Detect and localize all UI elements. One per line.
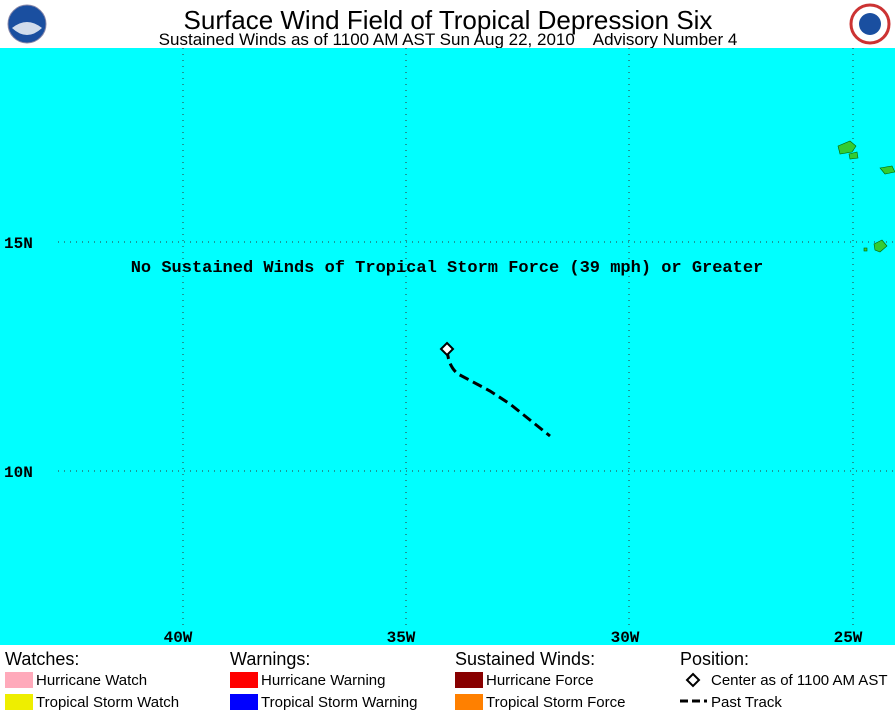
message: No Sustained Winds of Tropical Storm For… [131,259,764,278]
legend-label: Hurricane Watch [36,672,147,689]
legend-swatch [455,694,483,710]
storm-center [439,341,455,357]
legend-label: Center as of 1100 AM AST [711,672,887,689]
legend-swatch [455,672,483,688]
lon-label: 40W [164,629,193,647]
legend-label: Hurricane Force [486,672,594,689]
noaa-logo-wave [12,22,42,35]
lon-label: 30W [611,629,640,647]
legend-swatch [230,694,258,710]
legend-swatch [230,672,258,688]
nws-logo-center [859,13,881,35]
lat-label: 10N [4,464,33,482]
legend-swatch [5,672,33,688]
legend: Watches: Warnings: Sustained Winds: Posi… [5,649,887,711]
legend-label: Hurricane Warning [261,672,386,689]
island [873,239,888,253]
legend-title: Warnings: [230,649,310,669]
island [837,140,857,155]
legend-label: Tropical Storm Warning [261,694,417,711]
island [879,165,895,175]
center-symbol [685,672,701,688]
lon-label: 35W [387,629,416,647]
legend-title: Watches: [5,649,79,669]
title: Surface Wind Field of Tropical Depressio… [184,5,713,35]
legend-label: Tropical Storm Force [486,694,625,711]
legend-title: Sustained Winds: [455,649,595,669]
legend-swatch [5,694,33,710]
legend-label: Past Track [711,694,782,711]
legend-label: Tropical Storm Watch [36,694,179,711]
island [863,247,868,252]
legend-title: Position: [680,649,749,669]
island [848,151,859,160]
lon-label: 25W [834,629,863,647]
lat-label: 15N [4,235,33,253]
subtitle: Sustained Winds as of 1100 AM AST Sun Au… [159,30,738,49]
